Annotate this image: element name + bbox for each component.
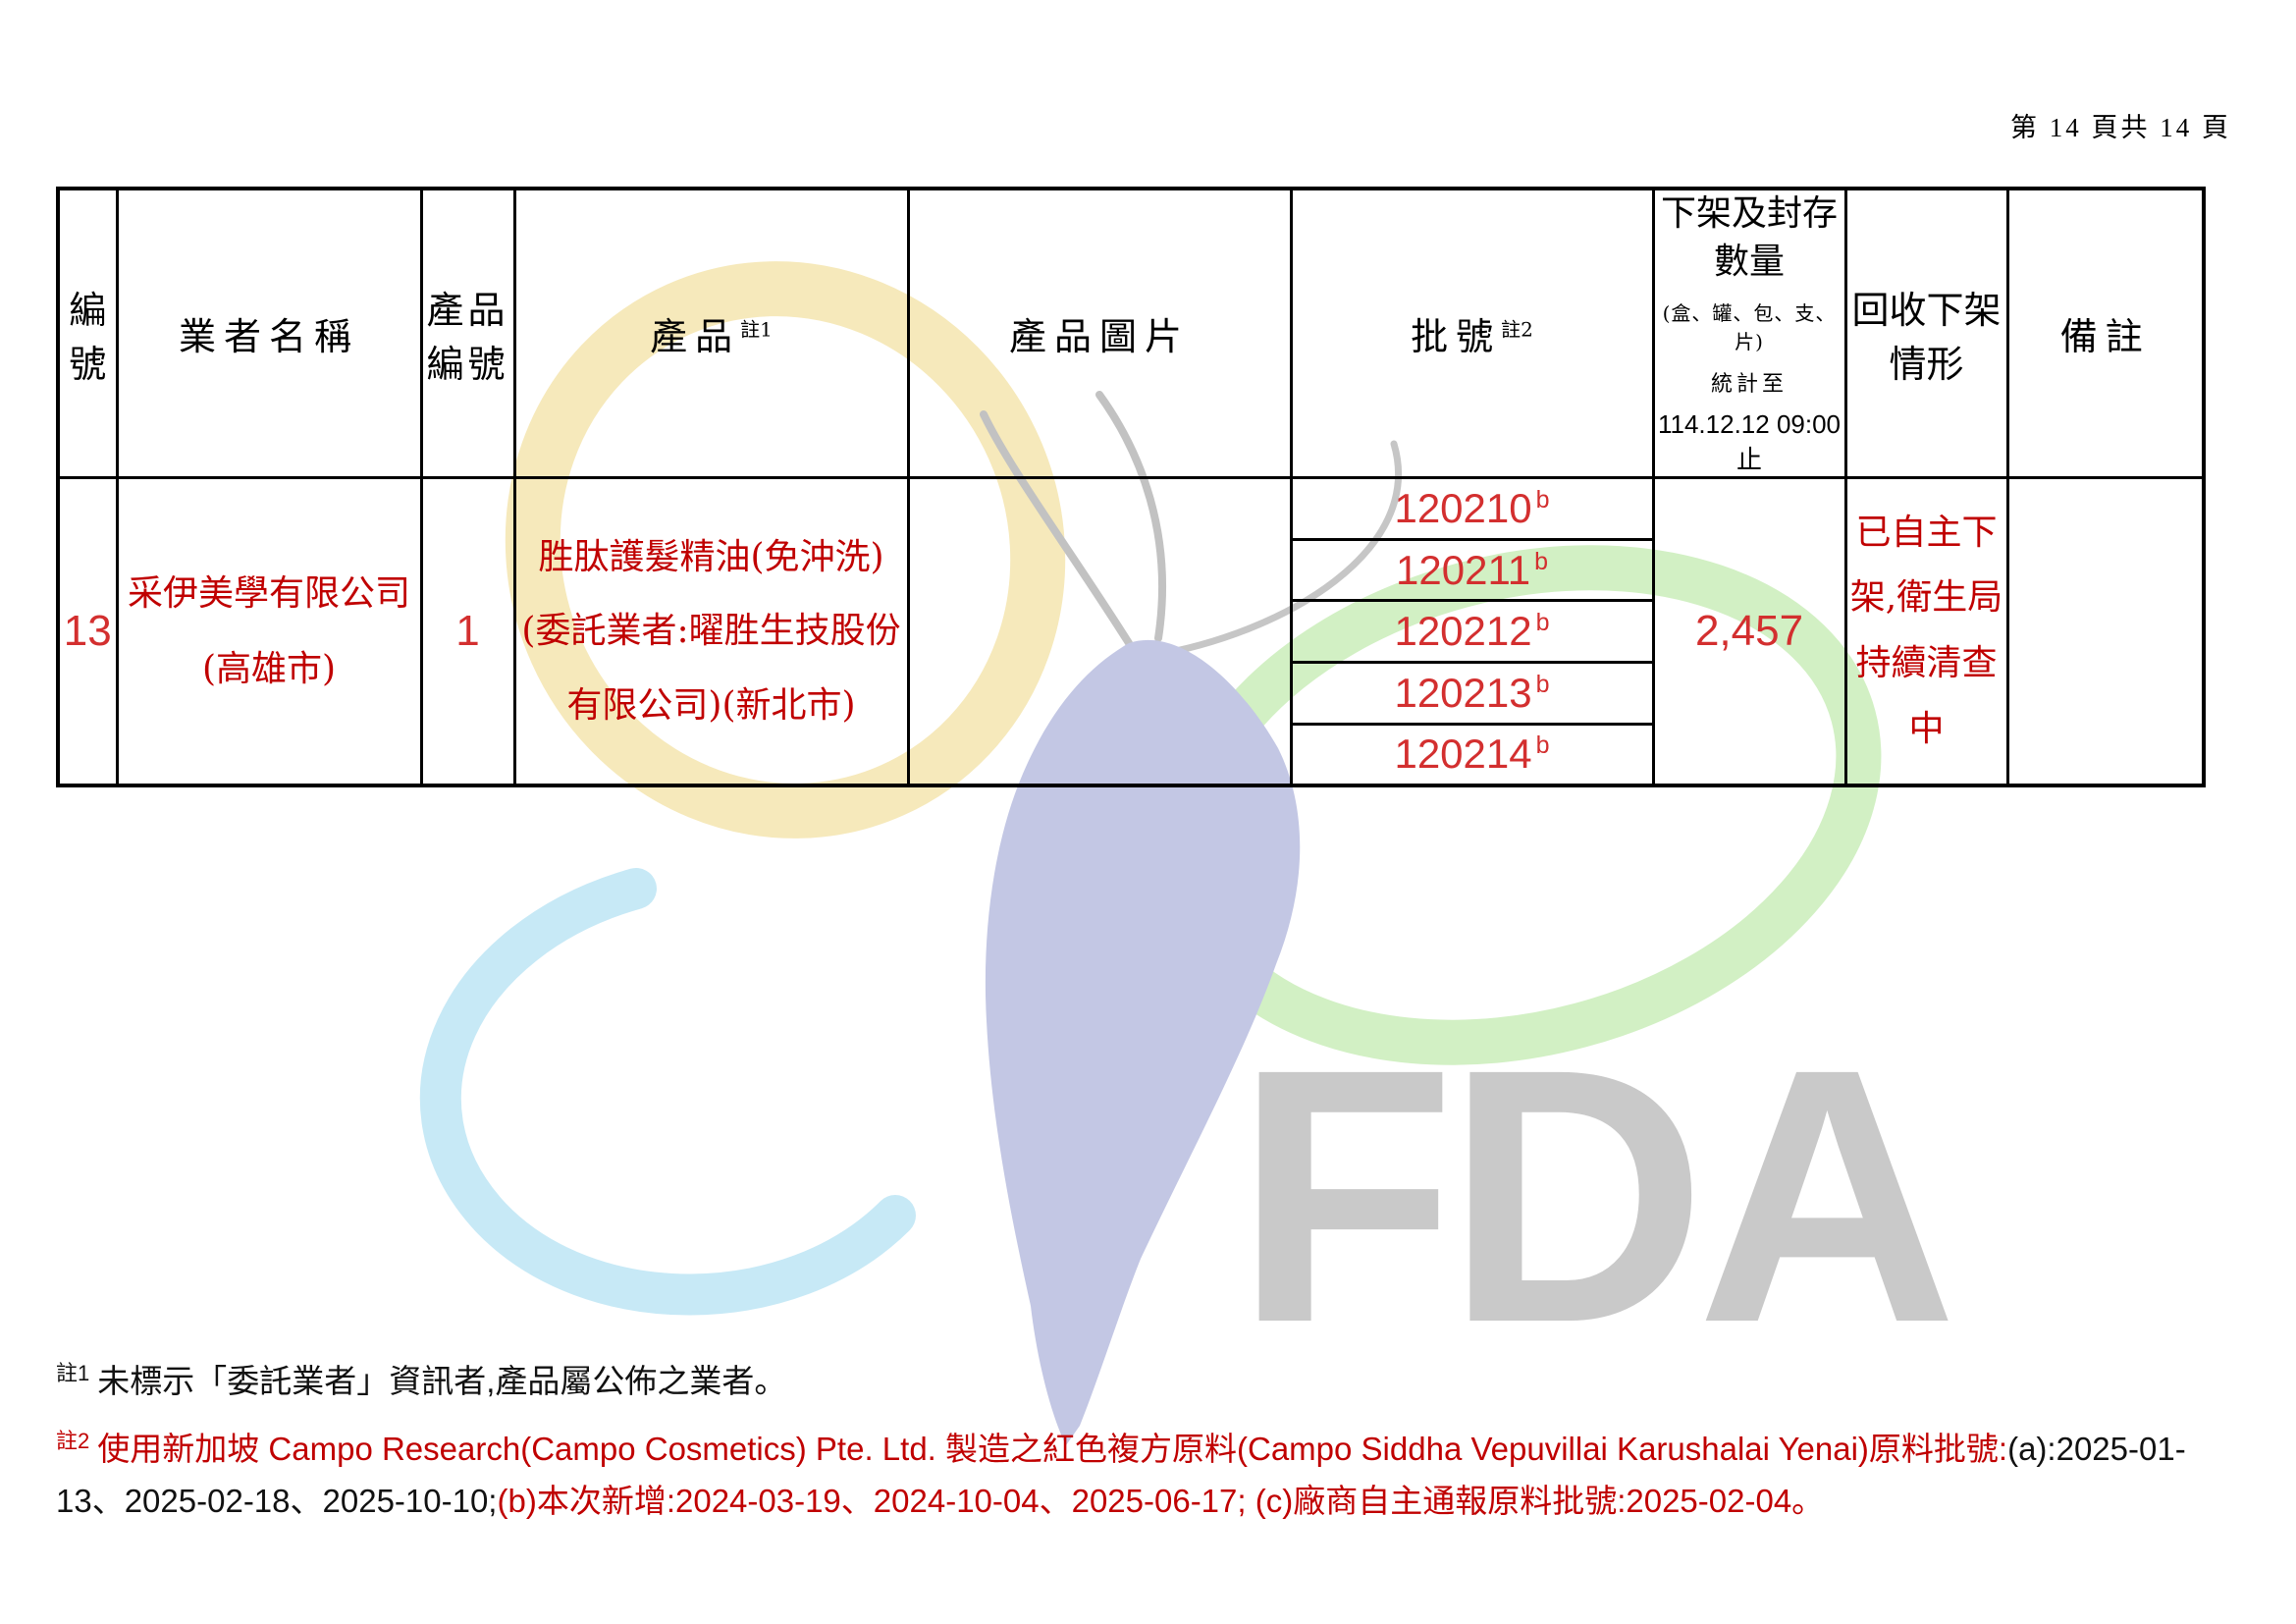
company-cell: 采伊美學有限公司 (高雄市) [115, 476, 423, 787]
butterfly-cyan-wing [420, 868, 916, 1316]
table-row: 13 采伊美學有限公司 (高雄市) 1 胜肽護髮精油(免沖洗)(委託業者:曜胜生… [56, 476, 2206, 787]
batch-sub-row: 120214 b [58, 722, 2204, 787]
header-product-footnote-ref: 註1 [740, 317, 773, 342]
taiwan-island-shape [985, 639, 1301, 1445]
recall-status-cell: 已自主下架,衛生局持續清查中 [1843, 476, 2009, 787]
header-product-no: 產品編號 [419, 187, 516, 480]
recall-table: 編號 業者名稱 產品編號 產品註1 產品圖片 批號註2 下架及封存數量 (盒、罐… [56, 187, 2206, 787]
batch-code: 120211 [1396, 546, 1531, 593]
quantity-cell: 2,457 [1651, 476, 1847, 787]
header-no: 編號 [56, 187, 119, 480]
batch-cell: 120214 b [1289, 722, 1655, 787]
fda-watermark-text: FDA [1235, 994, 1950, 1397]
header-quantity-stat-label: 統計至 [1710, 372, 1788, 398]
header-remark: 備註 [2005, 187, 2206, 480]
footnote-2-text-red-2: (b)本次新增:2024-03-19、2024-10-04、2025-06-17… [497, 1483, 1825, 1519]
footnote-2-marker: 註2 [56, 1429, 90, 1453]
company-name: 采伊美學有限公司 [127, 572, 410, 614]
batch-code: 120214 [1394, 731, 1532, 778]
batch-sub-row: 120213 b [58, 660, 2204, 726]
batch-cell: 120211 b [1289, 537, 1655, 603]
batch-cell: 120213 b [1289, 660, 1655, 726]
batch-footnote-marker: b [1535, 609, 1550, 637]
batch-footnote-marker: b [1535, 485, 1550, 514]
batch-footnote-marker: b [1535, 731, 1550, 760]
remark-cell [2005, 476, 2206, 787]
table-header-row: 編號 業者名稱 產品編號 產品註1 產品圖片 批號註2 下架及封存數量 (盒、罐… [56, 187, 2206, 480]
header-recall-status: 回收下架情形 [1843, 187, 2009, 480]
page-number: 第 14 頁共 14 頁 [2010, 113, 2231, 142]
product-no-cell: 1 [419, 476, 516, 787]
product-cell: 胜肽護髮精油(免沖洗)(委託業者:曜胜生技股份有限公司)(新北市) [512, 476, 910, 787]
header-quantity-stat-date: 114.12.12 09:00 止 [1657, 409, 1842, 475]
batch-sub-row: 120212 b [58, 599, 2204, 664]
batch-cell: 120212 b [1289, 599, 1655, 664]
header-batch-label: 批號 [1411, 315, 1502, 359]
header-batch-footnote-ref: 註2 [1501, 317, 1533, 342]
footnote-1-marker: 註1 [56, 1361, 90, 1385]
header-product-label: 產品 [650, 315, 741, 359]
company-location: (高雄市) [201, 648, 337, 689]
footnotes: 註1 未標示「委託業者」資訊者,產品屬公佈之業者。 註2 使用新加坡 Campo R… [56, 1347, 2237, 1535]
batch-code: 120212 [1394, 608, 1532, 655]
header-quantity-units: (盒、罐、包、支、片) [1662, 301, 1837, 354]
footnote-2-text-red: 使用新加坡 Campo Research(Campo Cosmetics) Pt… [97, 1431, 2008, 1467]
footnote-1: 註1 未標示「委託業者」資訊者,產品屬公佈之業者。 [56, 1347, 2237, 1407]
header-company: 業者名稱 [115, 187, 423, 480]
header-quantity-title: 下架及封存數量 [1660, 193, 1838, 282]
batch-footnote-marker: b [1534, 547, 1548, 575]
batch-code: 120210 [1394, 484, 1532, 531]
header-batch: 批號註2 [1289, 187, 1655, 480]
footnote-2: 註2 使用新加坡 Campo Research(Campo Cosmetics) … [56, 1415, 2237, 1527]
batch-code: 120213 [1394, 669, 1532, 716]
header-product: 產品註1 [512, 187, 910, 480]
row-number-cell: 13 [56, 476, 119, 787]
batch-sub-row: 120211 b [58, 537, 2204, 603]
batch-cell: 120210 b [1289, 476, 1655, 541]
product-image-cell [906, 476, 1293, 787]
header-product-image: 產品圖片 [906, 187, 1293, 480]
footnote-2-text-black: (a):2025-01-13、2025-02-18、2025-10-10; [56, 1431, 2186, 1519]
batch-footnote-marker: b [1535, 670, 1550, 698]
header-quantity: 下架及封存數量 (盒、罐、包、支、片) 統計至 114.12.12 09:00 … [1651, 187, 1847, 480]
footnote-1-text: 未標示「委託業者」資訊者,產品屬公佈之業者。 [97, 1363, 787, 1399]
